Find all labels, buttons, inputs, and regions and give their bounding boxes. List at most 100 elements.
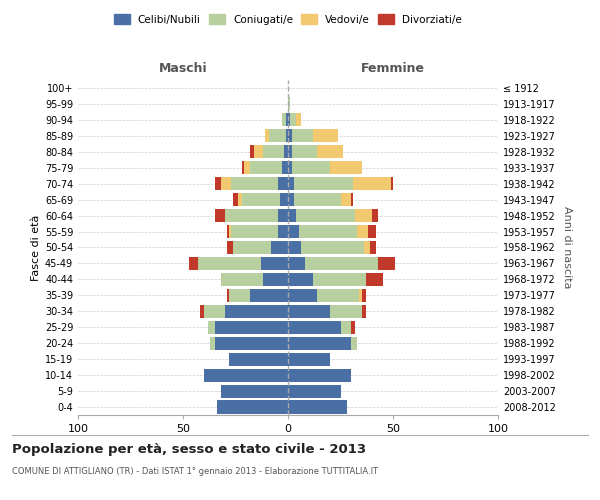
Bar: [317, 145, 343, 158]
Bar: [288, 273, 313, 286]
Bar: [358, 225, 368, 238]
Bar: [244, 161, 250, 174]
Bar: [229, 352, 288, 366]
Bar: [263, 273, 288, 286]
Bar: [250, 145, 254, 158]
Bar: [204, 305, 225, 318]
Bar: [227, 241, 233, 254]
Bar: [271, 241, 288, 254]
Bar: [238, 193, 242, 206]
Bar: [250, 161, 282, 174]
Bar: [215, 336, 288, 350]
Bar: [288, 114, 290, 126]
Bar: [229, 225, 232, 238]
Bar: [295, 177, 353, 190]
Bar: [301, 241, 364, 254]
Bar: [215, 209, 225, 222]
Bar: [288, 98, 290, 110]
Bar: [242, 193, 280, 206]
Bar: [366, 273, 383, 286]
Bar: [288, 225, 299, 238]
Bar: [288, 368, 351, 382]
Bar: [215, 177, 221, 190]
Legend: Celibi/Nubili, Coniugati/e, Vedovi/e, Divorziati/e: Celibi/Nubili, Coniugati/e, Vedovi/e, Di…: [110, 10, 466, 29]
Bar: [288, 257, 305, 270]
Bar: [341, 193, 351, 206]
Bar: [280, 193, 288, 206]
Bar: [288, 130, 292, 142]
Bar: [355, 209, 372, 222]
Bar: [292, 145, 317, 158]
Text: Popolazione per età, sesso e stato civile - 2013: Popolazione per età, sesso e stato civil…: [12, 442, 366, 456]
Bar: [286, 114, 288, 126]
Bar: [215, 320, 288, 334]
Bar: [288, 400, 347, 413]
Bar: [288, 193, 295, 206]
Bar: [250, 289, 288, 302]
Bar: [290, 114, 296, 126]
Bar: [372, 209, 379, 222]
Bar: [260, 257, 288, 270]
Bar: [317, 289, 359, 302]
Bar: [227, 225, 229, 238]
Bar: [204, 368, 288, 382]
Bar: [391, 177, 393, 190]
Bar: [288, 241, 301, 254]
Bar: [361, 305, 366, 318]
Bar: [330, 161, 361, 174]
Bar: [232, 225, 277, 238]
Bar: [242, 161, 244, 174]
Bar: [233, 193, 238, 206]
Bar: [288, 177, 295, 190]
Bar: [198, 257, 260, 270]
Y-axis label: Fasce di età: Fasce di età: [31, 214, 41, 280]
Bar: [288, 161, 292, 174]
Text: COMUNE DI ATTIGLIANO (TR) - Dati ISTAT 1° gennaio 2013 - Elaborazione TUTTITALIA: COMUNE DI ATTIGLIANO (TR) - Dati ISTAT 1…: [12, 468, 378, 476]
Text: Femmine: Femmine: [361, 62, 425, 75]
Bar: [351, 193, 353, 206]
Bar: [282, 161, 288, 174]
Bar: [379, 257, 395, 270]
Bar: [353, 177, 391, 190]
Bar: [351, 320, 355, 334]
Bar: [292, 130, 313, 142]
Bar: [288, 320, 341, 334]
Bar: [263, 145, 284, 158]
Bar: [288, 336, 351, 350]
Y-axis label: Anni di nascita: Anni di nascita: [562, 206, 572, 288]
Bar: [299, 225, 358, 238]
Bar: [217, 400, 288, 413]
Bar: [284, 145, 288, 158]
Bar: [232, 177, 277, 190]
Bar: [265, 130, 269, 142]
Bar: [286, 130, 288, 142]
Bar: [361, 289, 366, 302]
Bar: [296, 209, 355, 222]
Bar: [288, 145, 292, 158]
Bar: [305, 257, 379, 270]
Bar: [200, 305, 204, 318]
Bar: [277, 177, 288, 190]
Bar: [295, 193, 341, 206]
Bar: [208, 320, 215, 334]
Bar: [288, 209, 296, 222]
Bar: [313, 273, 366, 286]
Bar: [359, 289, 362, 302]
Bar: [233, 241, 271, 254]
Bar: [282, 114, 286, 126]
Bar: [330, 305, 361, 318]
Bar: [296, 114, 301, 126]
Bar: [288, 305, 330, 318]
Bar: [288, 352, 330, 366]
Bar: [229, 289, 250, 302]
Bar: [221, 384, 288, 398]
Bar: [211, 336, 215, 350]
Bar: [370, 241, 376, 254]
Bar: [254, 145, 263, 158]
Bar: [227, 289, 229, 302]
Bar: [351, 336, 358, 350]
Bar: [277, 225, 288, 238]
Bar: [225, 209, 277, 222]
Bar: [292, 161, 330, 174]
Bar: [221, 177, 232, 190]
